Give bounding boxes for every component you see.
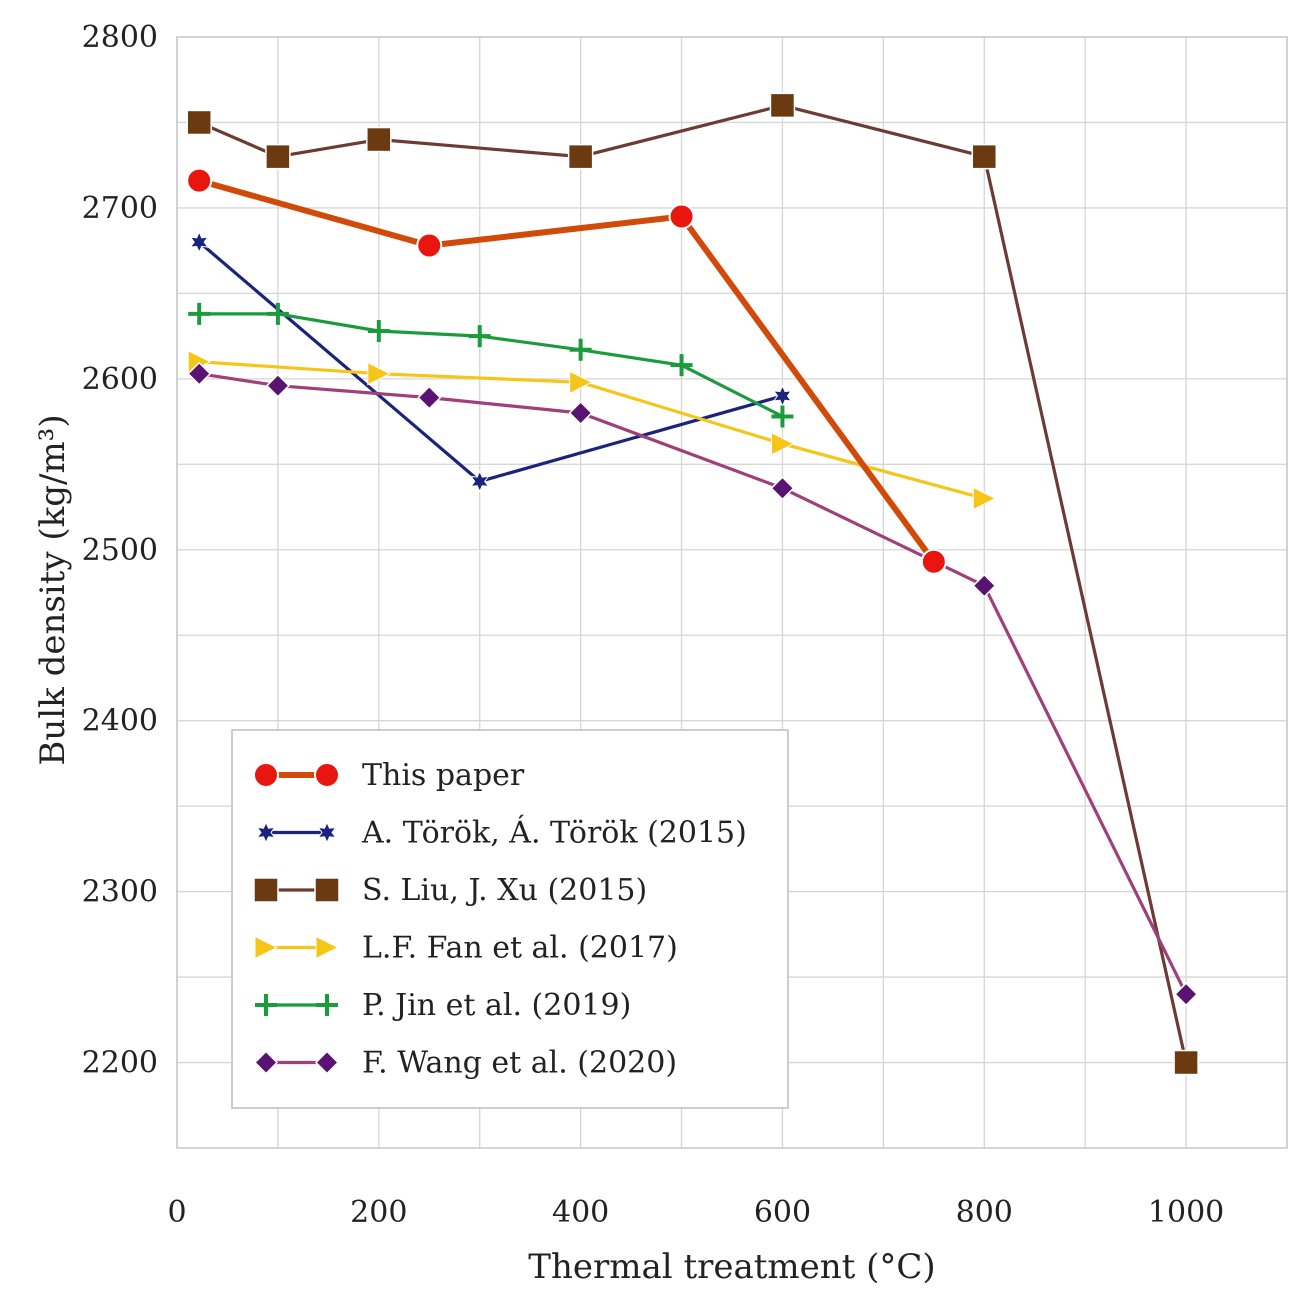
- legend-label: L.F. Fan et al. (2017): [362, 931, 678, 966]
- data-point: [367, 361, 391, 386]
- legend-marker: [316, 994, 338, 1016]
- data-point: [188, 302, 211, 325]
- legend-entry: A. Török, Á. Török (2015): [256, 815, 747, 851]
- data-point: [771, 405, 794, 428]
- data-point: [1174, 982, 1199, 1007]
- x-tick-label: 0: [167, 1195, 186, 1230]
- legend-entry: P. Jin et al. (2019): [255, 988, 631, 1023]
- legend-entry: This paper: [253, 758, 525, 793]
- series-line: [199, 312, 784, 418]
- y-tick-label: 2500: [82, 533, 158, 568]
- legend-entry: S. Liu, J. Xu (2015): [253, 873, 647, 908]
- x-axis-title: Thermal treatment (°C): [528, 1247, 935, 1287]
- series-p-jin-et-al-2019-: [188, 302, 794, 428]
- plot-frame: [176, 36, 1288, 1149]
- legend-label: P. Jin et al. (2019): [362, 988, 631, 1023]
- y-tick-label: 2700: [82, 191, 158, 226]
- series-a-t-r-k-t-r-k-2015-: [189, 230, 793, 493]
- y-axis-title: Bulk density (kg/m³): [33, 414, 73, 765]
- legend-label: S. Liu, J. Xu (2015): [362, 873, 647, 908]
- data-point: [266, 302, 289, 325]
- series-line: [198, 177, 937, 564]
- data-point: [470, 470, 490, 493]
- x-axis-ticks: 0 200 400 600 800 1000: [167, 1195, 1224, 1230]
- legend-marker: [314, 762, 340, 788]
- data-point: [567, 143, 594, 170]
- x-tick-label: 400: [552, 1195, 609, 1230]
- data-point: [265, 373, 290, 398]
- y-tick-label: 2300: [82, 875, 158, 910]
- data-point: [189, 230, 209, 254]
- legend-marker: [317, 821, 337, 844]
- y-tick-label: 2200: [82, 1046, 158, 1081]
- data-point: [416, 232, 443, 259]
- legend-marker: [314, 1050, 340, 1075]
- legend-label: F. Wang et al. (2020): [362, 1046, 677, 1081]
- y-axis-ticks: 2200 2300 2400 2500 2600 2700 2800: [82, 20, 158, 1081]
- legend-marker: [315, 935, 340, 960]
- data-point: [569, 338, 592, 361]
- legend-marker: [314, 877, 340, 903]
- data-point: [187, 361, 212, 386]
- legend-label: A. Török, Á. Török (2015): [361, 815, 747, 851]
- legend-marker: [253, 877, 279, 903]
- data-point: [670, 354, 693, 377]
- legend-marker: [253, 1050, 279, 1075]
- legend-marker: [255, 994, 277, 1016]
- y-tick-label: 2800: [82, 20, 158, 55]
- data-point: [971, 143, 998, 170]
- x-tick-label: 1000: [1148, 1195, 1224, 1230]
- data-point: [1173, 1049, 1199, 1076]
- data-point: [770, 431, 795, 456]
- data-point: [366, 126, 392, 153]
- data-point: [668, 203, 695, 230]
- legend-marker: [254, 935, 279, 960]
- legend-marker: [253, 762, 279, 788]
- data-point: [972, 486, 997, 511]
- legend: This paper A. Török, Á. Török (2015) S. Li…: [231, 729, 789, 1109]
- data-point: [265, 143, 291, 170]
- data-point: [186, 167, 213, 194]
- data-point: [972, 573, 997, 598]
- data-point: [367, 319, 390, 342]
- legend-box: [231, 729, 789, 1109]
- series-line: [198, 240, 783, 483]
- y-tick-label: 2400: [82, 704, 158, 739]
- data-point: [468, 325, 491, 348]
- x-tick-label: 200: [350, 1195, 407, 1230]
- legend-label: This paper: [362, 758, 525, 793]
- data-point: [417, 385, 442, 410]
- series-this-paper: [186, 167, 947, 575]
- x-tick-label: 800: [956, 1195, 1013, 1230]
- y-tick-label: 2600: [82, 362, 158, 397]
- series-layer: [186, 92, 1199, 1076]
- legend-entry: L.F. Fan et al. (2017): [254, 931, 678, 966]
- data-point: [569, 370, 593, 395]
- series-f-wang-et-al-2020-: [187, 361, 1199, 1007]
- legend-marker: [256, 821, 276, 844]
- data-point: [769, 92, 796, 119]
- series-l-f-fan-et-al-2017-: [187, 349, 997, 511]
- data-point: [772, 384, 793, 408]
- x-tick-label: 600: [754, 1195, 811, 1230]
- data-point: [186, 109, 212, 136]
- data-point: [568, 400, 593, 426]
- data-point: [920, 548, 947, 575]
- series-s-liu-j-xu-2015-: [186, 92, 1199, 1076]
- data-point: [770, 476, 795, 501]
- legend-entry: F. Wang et al. (2020): [253, 1046, 677, 1081]
